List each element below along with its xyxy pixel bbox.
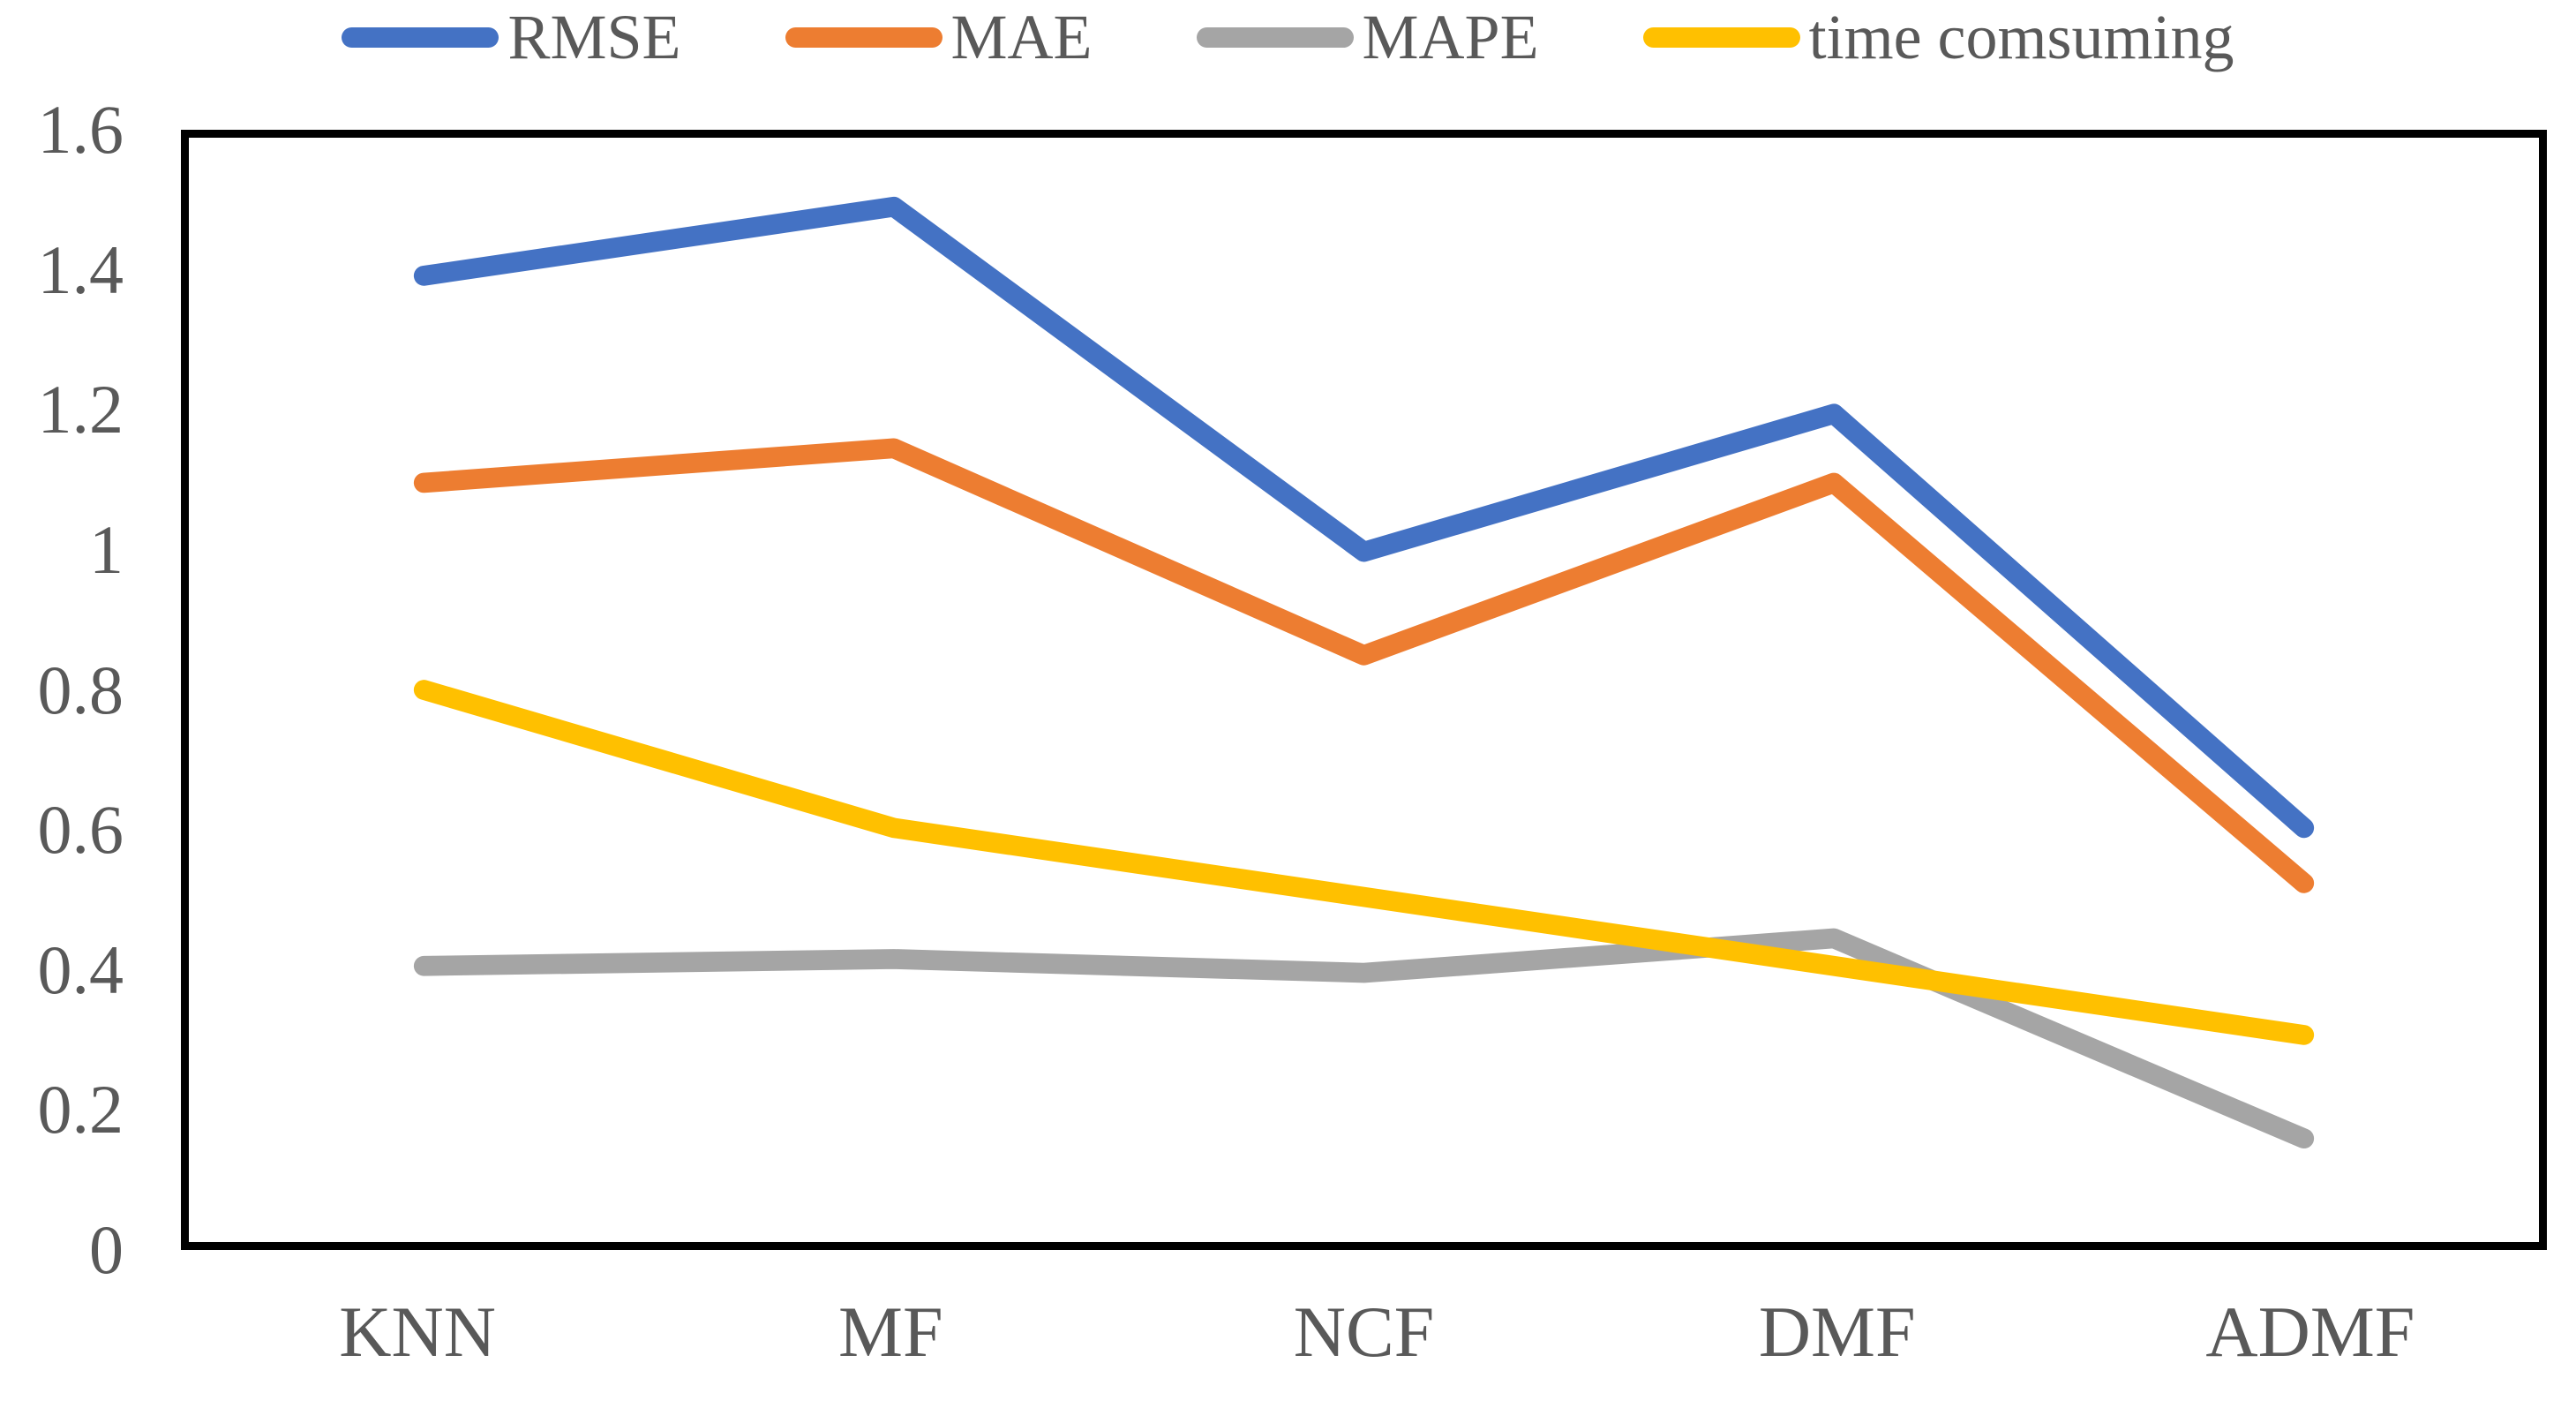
- y-tick-label: 1.4: [37, 230, 124, 308]
- legend-swatch-icon: [342, 26, 499, 48]
- y-axis: 0 0.2 0.4 0.6 0.8 1 1.2 1.4 1.6: [0, 95, 132, 1284]
- x-axis: KNN MF NCF DMF ADMF: [181, 1296, 2547, 1393]
- legend-item: time comsuming: [1642, 2, 2234, 72]
- legend-item: RMSE: [342, 2, 681, 72]
- plot-area: [181, 130, 2547, 1250]
- y-tick-label: 0: [89, 1211, 124, 1288]
- series-line-mae: [413, 438, 2315, 893]
- x-axis-label: KNN: [339, 1291, 496, 1372]
- legend-label: MAPE: [1362, 2, 1539, 72]
- legend-swatch-icon: [785, 26, 943, 48]
- x-axis-label: NCF: [1293, 1291, 1435, 1372]
- y-tick-label: 0.6: [37, 791, 124, 869]
- legend-swatch-icon: [1642, 26, 1800, 48]
- x-axis-label: DMF: [1758, 1291, 1916, 1372]
- legend-swatch-icon: [1196, 26, 1354, 48]
- y-tick-label: 1.2: [37, 371, 124, 448]
- y-tick-label: 1.6: [37, 91, 124, 168]
- series-line-time-comsuming: [413, 680, 2315, 1045]
- legend-label: RMSE: [507, 2, 681, 72]
- y-tick-label: 0.2: [37, 1071, 124, 1148]
- x-axis-label: MF: [838, 1291, 943, 1372]
- y-tick-label: 1: [89, 510, 124, 588]
- y-tick-label: 0.4: [37, 930, 124, 1008]
- series-lines: [413, 196, 2315, 1149]
- legend-label: MAE: [950, 2, 1093, 72]
- legend-item: MAE: [785, 5, 1093, 69]
- legend: RMSE MAE MAPE time comsuming: [0, 5, 2576, 69]
- legend-label: time comsuming: [1808, 2, 2234, 72]
- x-axis-label: ADMF: [2205, 1291, 2415, 1372]
- series-line-rmse: [413, 196, 2315, 839]
- y-tick-label: 0.8: [37, 651, 124, 728]
- legend-item: MAPE: [1196, 2, 1539, 72]
- series-line-mape: [413, 928, 2315, 1149]
